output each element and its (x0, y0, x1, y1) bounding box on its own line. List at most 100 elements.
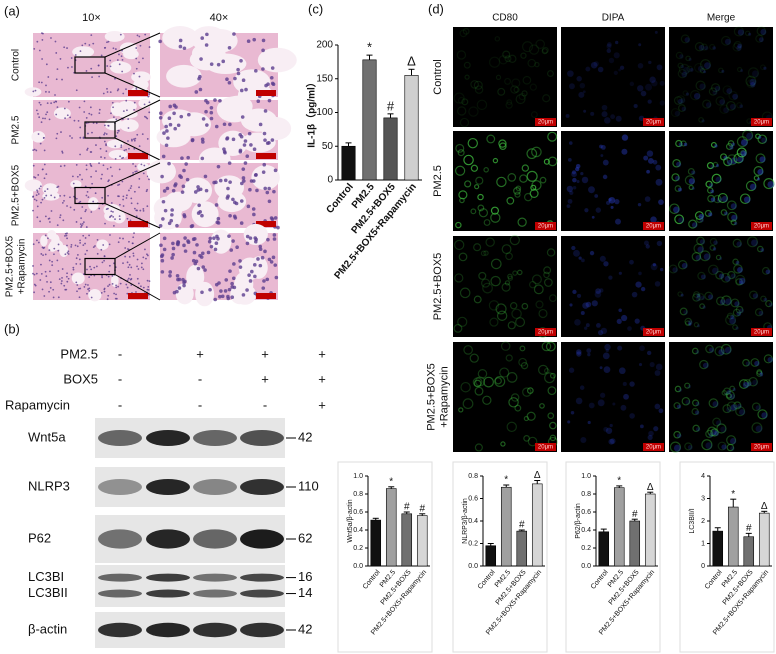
cell-blue (591, 300, 598, 307)
nucleus (195, 243, 199, 247)
cell-green (474, 386, 484, 396)
cell-blue (712, 401, 719, 408)
cell-green (757, 134, 768, 145)
nucleus (38, 81, 41, 84)
nucleus (103, 133, 105, 136)
cell-green (694, 62, 704, 73)
cell-blue (606, 43, 612, 49)
nucleus (74, 54, 77, 56)
cell-blue (678, 217, 685, 224)
nucleus (125, 148, 128, 151)
cell-green (725, 390, 735, 401)
cell-blue (695, 427, 701, 432)
nucleus (162, 247, 167, 252)
column-label: 40× (210, 12, 229, 24)
cell-green (507, 273, 513, 280)
annotation: # (387, 98, 395, 113)
row-label: PM2.5+BOX5 (11, 164, 22, 226)
nucleus (179, 114, 184, 119)
cell-blue (680, 293, 684, 297)
panel-label: (b) (4, 321, 20, 336)
nucleus (109, 166, 112, 169)
nucleus (34, 176, 37, 179)
nucleus (133, 101, 136, 104)
nucleus (142, 268, 145, 271)
cell-green (516, 269, 523, 276)
nucleus (209, 244, 214, 249)
cell-blue (583, 109, 587, 113)
nucleus (45, 173, 48, 176)
cell-blue (623, 393, 629, 400)
bar (485, 545, 497, 567)
cell-green (726, 443, 735, 452)
nucleus (264, 83, 268, 88)
nucleus (267, 257, 272, 262)
nucleus (96, 252, 99, 255)
cell-green (547, 156, 558, 167)
scale-bar-label: 20μm (646, 330, 661, 336)
nucleus (252, 37, 257, 42)
bar (341, 145, 356, 181)
cell-blue (751, 70, 759, 78)
nucleus (254, 69, 258, 73)
nucleus (181, 184, 186, 189)
cell-green (722, 404, 732, 414)
cell-blue (600, 327, 608, 335)
nucleus (107, 294, 110, 297)
cell-green (692, 424, 700, 433)
nucleus (36, 189, 38, 192)
cell-green (719, 104, 729, 114)
alveolus (72, 46, 95, 58)
cell-blue (584, 326, 588, 330)
nucleus (110, 112, 112, 115)
cell-green (478, 208, 489, 218)
nucleus (94, 245, 96, 247)
cell-blue (758, 135, 762, 139)
nucleus (109, 59, 112, 62)
cell-blue (755, 405, 761, 411)
nucleus (218, 178, 223, 183)
cell-blue (590, 61, 598, 69)
nucleus (136, 34, 139, 37)
cell-green (736, 147, 747, 158)
cell-blue (730, 446, 735, 451)
cell-green (697, 271, 706, 281)
nucleus (48, 290, 50, 293)
nucleus (53, 101, 56, 104)
nucleus (227, 287, 232, 292)
cell-blue (585, 301, 592, 308)
cell-blue (574, 319, 581, 326)
nucleus (126, 109, 128, 112)
cell-blue (650, 263, 658, 271)
x-tick-label: Control (590, 569, 610, 591)
nucleus (213, 98, 217, 102)
fluorescence-image: 20μm (453, 234, 557, 338)
nucleus (107, 124, 110, 127)
nucleus (56, 106, 59, 108)
nucleus (33, 273, 36, 276)
x-tick-label: Control (325, 181, 356, 215)
scale-bar (256, 90, 276, 96)
cell-green (677, 291, 683, 297)
cell-green (674, 385, 682, 393)
row-label: Control (11, 49, 22, 81)
bar (500, 486, 512, 567)
cell-green (728, 90, 738, 101)
alveolus (186, 264, 205, 290)
error-bar (408, 68, 415, 76)
nucleus (225, 196, 230, 200)
nucleus (194, 90, 199, 94)
zoom-line (104, 203, 161, 229)
nucleus (129, 273, 131, 276)
cell-green (543, 266, 552, 275)
cell-blue (700, 295, 705, 300)
row-label: PM2.5+BOX5 (432, 253, 444, 321)
image-bg (561, 27, 665, 127)
cell-green (455, 221, 462, 229)
cell-green (461, 98, 469, 106)
nucleus (84, 253, 87, 256)
y-tick-label: 0 (327, 175, 333, 186)
nucleus (41, 39, 44, 41)
cell-green (464, 74, 470, 80)
cell-blue (620, 404, 627, 411)
